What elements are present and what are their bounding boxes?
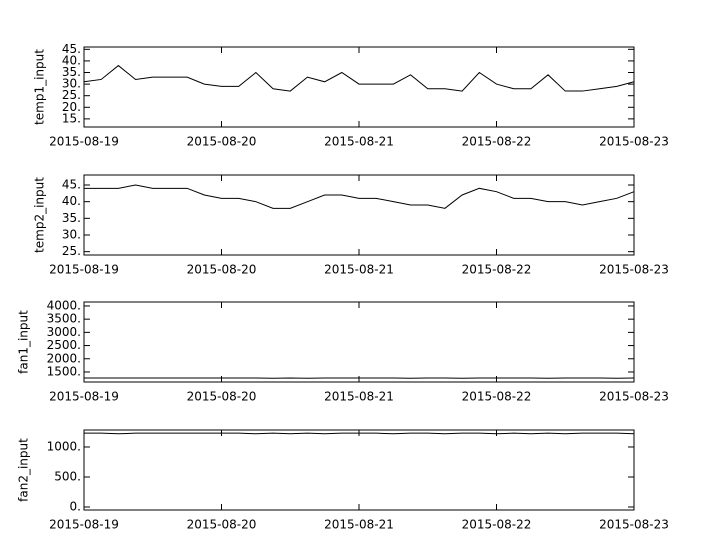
- plot-frame: [83, 301, 635, 383]
- y-tick-label: 30.: [62, 77, 81, 91]
- y-tick-label: 3000.: [47, 325, 81, 339]
- y-axis-label: fan2_input: [17, 438, 31, 502]
- x-tick-label: 2015-08-23: [599, 135, 669, 149]
- y-tick-label: 45.: [62, 178, 81, 192]
- y-tick-label: 15.: [62, 111, 81, 125]
- data-line: [84, 184, 635, 209]
- y-tick-label: 45.: [62, 42, 81, 56]
- y-tick-label: 25.: [62, 244, 81, 258]
- y-tick-label: 2000.: [47, 351, 81, 365]
- y-axis-label: temp2_input: [33, 177, 47, 253]
- y-tick-label: 4000.: [47, 298, 81, 312]
- x-tick-label: 2015-08-19: [49, 263, 119, 277]
- x-tick-label: 2015-08-21: [324, 135, 394, 149]
- y-tick-label: 20.: [62, 100, 81, 114]
- x-tick-label: 2015-08-21: [324, 518, 394, 532]
- y-axis-label: temp1_input: [33, 49, 47, 125]
- x-tick-label: 2015-08-20: [187, 263, 257, 277]
- x-tick-label: 2015-08-21: [324, 390, 394, 404]
- x-tick-label: 2015-08-22: [462, 518, 532, 532]
- data-line: [84, 432, 635, 435]
- y-axis-label: fan1_input: [17, 310, 31, 374]
- y-tick-label: 2500.: [47, 338, 81, 352]
- data-line: [83, 64, 635, 92]
- y-tick-label: 30.: [62, 228, 81, 242]
- x-tick-label: 2015-08-23: [599, 390, 669, 404]
- y-tick-label: 1500.: [47, 364, 81, 378]
- y-tick-label: 3500.: [47, 312, 81, 326]
- y-tick-label: 40.: [62, 194, 81, 208]
- y-tick-label: 35.: [62, 65, 81, 79]
- x-tick-label: 2015-08-19: [49, 518, 119, 532]
- plot-frame: [83, 174, 635, 256]
- plot-frame: [83, 429, 635, 511]
- x-tick-label: 2015-08-22: [462, 135, 532, 149]
- x-tick-label: 2015-08-20: [187, 518, 257, 532]
- y-tick-label: 40.: [62, 53, 81, 67]
- y-tick-label: 25.: [62, 88, 81, 102]
- plot-frame: [83, 46, 635, 128]
- y-tick-label: 1000.: [47, 439, 81, 453]
- x-tick-label: 2015-08-22: [462, 390, 532, 404]
- x-tick-label: 2015-08-20: [187, 135, 257, 149]
- y-tick-label: 500.: [54, 469, 81, 483]
- y-tick-label: 35.: [62, 211, 81, 225]
- x-tick-label: 2015-08-23: [599, 518, 669, 532]
- x-tick-label: 2015-08-19: [49, 390, 119, 404]
- x-tick-label: 2015-08-23: [599, 263, 669, 277]
- x-tick-label: 2015-08-19: [49, 135, 119, 149]
- x-tick-label: 2015-08-22: [462, 263, 532, 277]
- y-tick-label: 0.: [70, 499, 81, 513]
- x-tick-label: 2015-08-20: [187, 390, 257, 404]
- x-tick-label: 2015-08-21: [324, 263, 394, 277]
